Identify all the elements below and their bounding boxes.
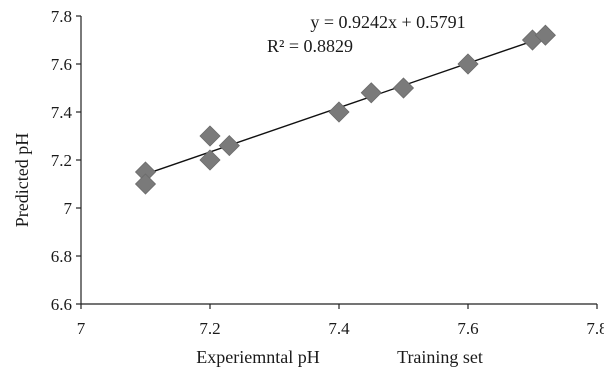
data-points	[134, 24, 556, 195]
data-point	[199, 149, 221, 171]
data-point	[457, 53, 479, 75]
y-tick-label: 6.6	[51, 295, 72, 314]
x-axis-title: Experiemntal pH	[196, 347, 319, 367]
data-point	[534, 24, 556, 46]
data-point	[218, 135, 240, 157]
chart-annotation: Training set	[397, 347, 483, 367]
y-tick-label: 7.4	[51, 103, 73, 122]
y-tick-label: 7.6	[51, 55, 72, 74]
data-point	[392, 77, 415, 99]
axes	[80, 16, 597, 305]
r-squared-label: R² = 0.8829	[267, 36, 353, 56]
trendline-equation: y = 0.9242x + 0.5791	[310, 12, 465, 32]
y-ticks: 6.6 6.8 7 7.2 7.4 7.6 7.8	[51, 7, 81, 314]
y-tick-label: 6.8	[51, 247, 72, 266]
y-axis-title: Predicted pH	[12, 133, 32, 227]
x-tick-label: 7	[77, 319, 86, 338]
data-point	[134, 173, 157, 195]
data-point	[360, 82, 382, 104]
data-point	[328, 101, 350, 123]
trendline	[145, 35, 546, 175]
x-tick-label: 7.4	[328, 319, 350, 338]
x-tick-label: 7.2	[199, 319, 220, 338]
data-point	[199, 125, 221, 147]
y-tick-label: 7.8	[51, 7, 72, 26]
x-tick-label: 7.8	[586, 319, 604, 338]
x-tick-label: 7.6	[457, 319, 478, 338]
y-tick-label: 7.2	[51, 151, 72, 170]
x-ticks: 7 7.2 7.4 7.6 7.8	[77, 304, 604, 338]
y-tick-label: 7	[64, 199, 73, 218]
